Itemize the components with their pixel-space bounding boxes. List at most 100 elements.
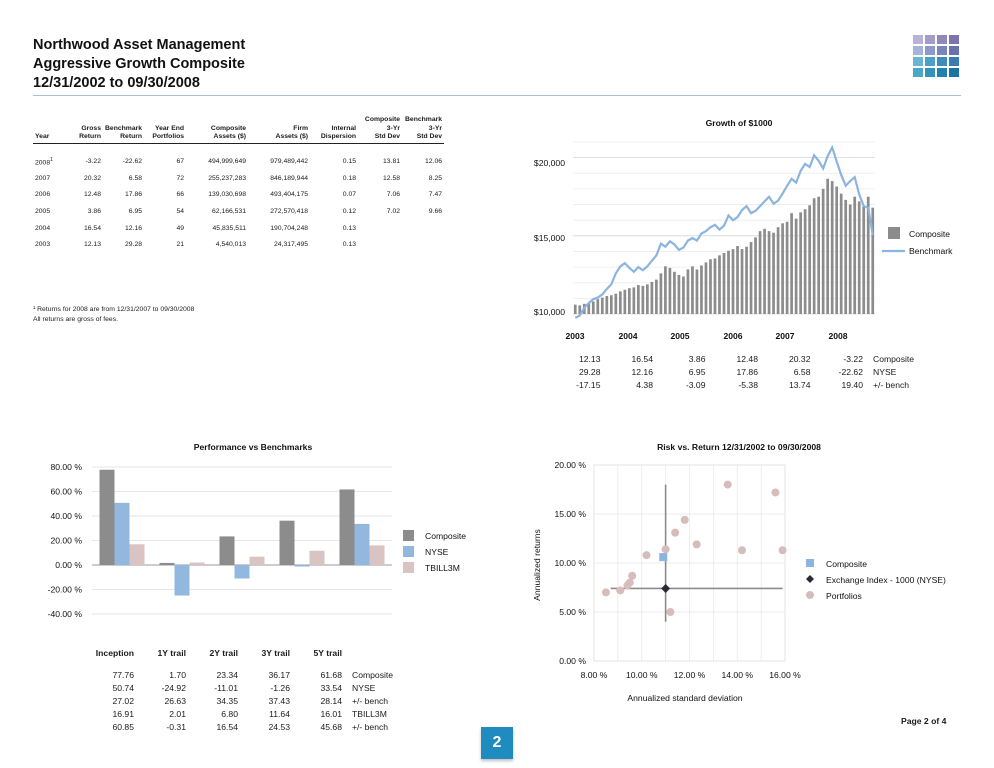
th-mid-6: Internal (331, 124, 357, 132)
growth-bar (700, 265, 703, 314)
risk-portfolio-point (738, 546, 747, 555)
perf-legend: Composite NYSE TBILL3M (403, 530, 466, 573)
growth-bar (745, 246, 748, 314)
growth-bar (871, 207, 875, 314)
growth-benchmark-line (574, 144, 874, 319)
table-row: 2005 3.86 6.95 54 62,166,531 272,570,418 0.12 7… (33, 203, 444, 220)
table-cell: 16.54 (216, 721, 238, 732)
growth-bar (740, 249, 744, 314)
growth-bar (812, 198, 816, 314)
th-mid-4: Composite (210, 124, 247, 132)
growth-bar (691, 266, 694, 314)
growth-x-tick-2003: 2003 (565, 331, 584, 341)
growth-x-tick-2004: 2004 (618, 331, 637, 341)
table-cell: 50.74 (112, 682, 134, 693)
table-cell: 2006 (35, 191, 51, 199)
table-cell: -3.09 (685, 379, 706, 390)
growth-x-tick-2007: 2007 (775, 331, 794, 341)
table-cell: 54 (176, 208, 185, 216)
perf-bar (99, 469, 115, 565)
perf-bars (99, 469, 385, 596)
growth-bar (655, 279, 658, 314)
perf-bar (189, 562, 205, 565)
th-mid-2: Benchmark (105, 124, 143, 132)
table-cell: 20081 (35, 157, 53, 167)
footnote-gross-fees: All returns are gross of fees. (33, 316, 118, 323)
table-cell: 979,489,442 (270, 158, 309, 166)
perf-y-tick: 80.00 % (50, 462, 82, 472)
table-cell: -3.22 (843, 353, 863, 364)
growth-composite-bars (573, 178, 875, 314)
risk-x-axis-label: Annualized standard deviation (627, 693, 742, 703)
table-cell: 7.06 (386, 191, 401, 199)
risk-points (601, 480, 787, 622)
growth-bar (767, 231, 771, 314)
growth-bar (853, 196, 857, 314)
growth-bar (686, 269, 690, 314)
table-cell: 7.02 (386, 208, 401, 216)
table-cell: 2.01 (169, 708, 186, 719)
table-cell: 19.40 (841, 379, 863, 390)
table-cell: -1.26 (270, 682, 290, 693)
table-cell: 1.70 (169, 669, 186, 680)
table-cell: 6.58 (793, 366, 811, 377)
table-cell: 37.43 (268, 695, 290, 706)
footnote-returns-2008: ¹ Returns for 2008 are from 12/31/2007 t… (33, 306, 195, 313)
risk-portfolio-point (628, 571, 637, 580)
perf-bar (129, 544, 145, 565)
table-cell: 45,835,511 (212, 224, 247, 232)
growth-bar (731, 249, 735, 314)
table-row: 2003 12.13 29.28 21 4,540,013 24,317,495 0.13 (33, 236, 444, 253)
growth-bar (641, 285, 645, 314)
growth-bar (857, 201, 861, 314)
th-bot-6: Dispersion (310, 133, 359, 144)
growth-bar (794, 218, 798, 314)
table-cell: 16.91 (112, 708, 134, 719)
table-cell: 8.25 (428, 174, 443, 182)
risk-legend-index: Exchange Index - 1000 (NYSE) (826, 575, 946, 585)
risk-vs-return-chart: Risk vs. Return 12/31/2002 to 09/30/2008… (532, 442, 946, 703)
th-top-7: Composite (364, 116, 401, 123)
table-cell: 272,570,418 (270, 208, 309, 216)
perf-bar (219, 536, 235, 565)
risk-portfolio-point (642, 551, 651, 560)
performance-returns-table: Inception 1Y trail 2Y trail 3Y trail 5Y trai… (82, 648, 393, 733)
table-cell: 13.74 (788, 379, 811, 390)
table-row: 16.91 2.01 6.80 11.64 16.01 TBILL3M (82, 707, 393, 720)
growth-bar (821, 188, 825, 314)
table-header: 3Y trail (261, 648, 290, 658)
risk-x-axis: 8.00 % 10.00 % 12.00 % 14.00 % 16.00 % (581, 670, 802, 680)
risk-x-tick: 10.00 % (626, 670, 658, 680)
perf-bar (249, 556, 265, 565)
table-cell: 4,540,013 (215, 241, 247, 249)
growth-legend-composite-swatch (888, 227, 900, 239)
perf-y-tick: 0.00 % (55, 560, 82, 570)
growth-y-tick-15000: $15,000 (534, 233, 565, 243)
perf-y-tick: 20.00 % (50, 536, 82, 546)
header-divider (33, 95, 961, 96)
th-mid-0 (33, 125, 67, 134)
row-label: +/- bench (352, 695, 389, 706)
growth-bar (600, 297, 604, 314)
growth-bar (826, 178, 830, 314)
table-cell: 11.64 (269, 708, 290, 719)
table-cell: 493,404,175 (270, 191, 309, 199)
th-mid-8: 3-Yr (428, 124, 443, 132)
logo-squares (913, 35, 959, 77)
perf-y-tick: 60.00 % (50, 487, 82, 497)
page-indicator: Page 2 of 4 (901, 716, 947, 726)
perf-bar (369, 545, 385, 565)
composite-statistics-table: Composite Benchmark Gross Benchmark Year… (33, 116, 445, 253)
table-cell: 23.34 (216, 669, 238, 680)
risk-portfolio-point (778, 546, 787, 555)
perf-y-tick: -20.00 % (48, 585, 83, 595)
row-label: +/- bench (873, 379, 910, 390)
table-cell: 21 (176, 241, 185, 249)
th-bot-2: Return (103, 133, 145, 144)
th-mid-5: Firm (293, 124, 309, 132)
th-top-4 (186, 116, 248, 125)
table-row: 2006 12.48 17.86 66 139,030,698 493,404,175 0.… (33, 187, 444, 204)
table-cell: 12.48 (83, 191, 101, 199)
risk-x-tick: 12.00 % (674, 670, 706, 680)
table-cell: 66 (176, 191, 185, 199)
